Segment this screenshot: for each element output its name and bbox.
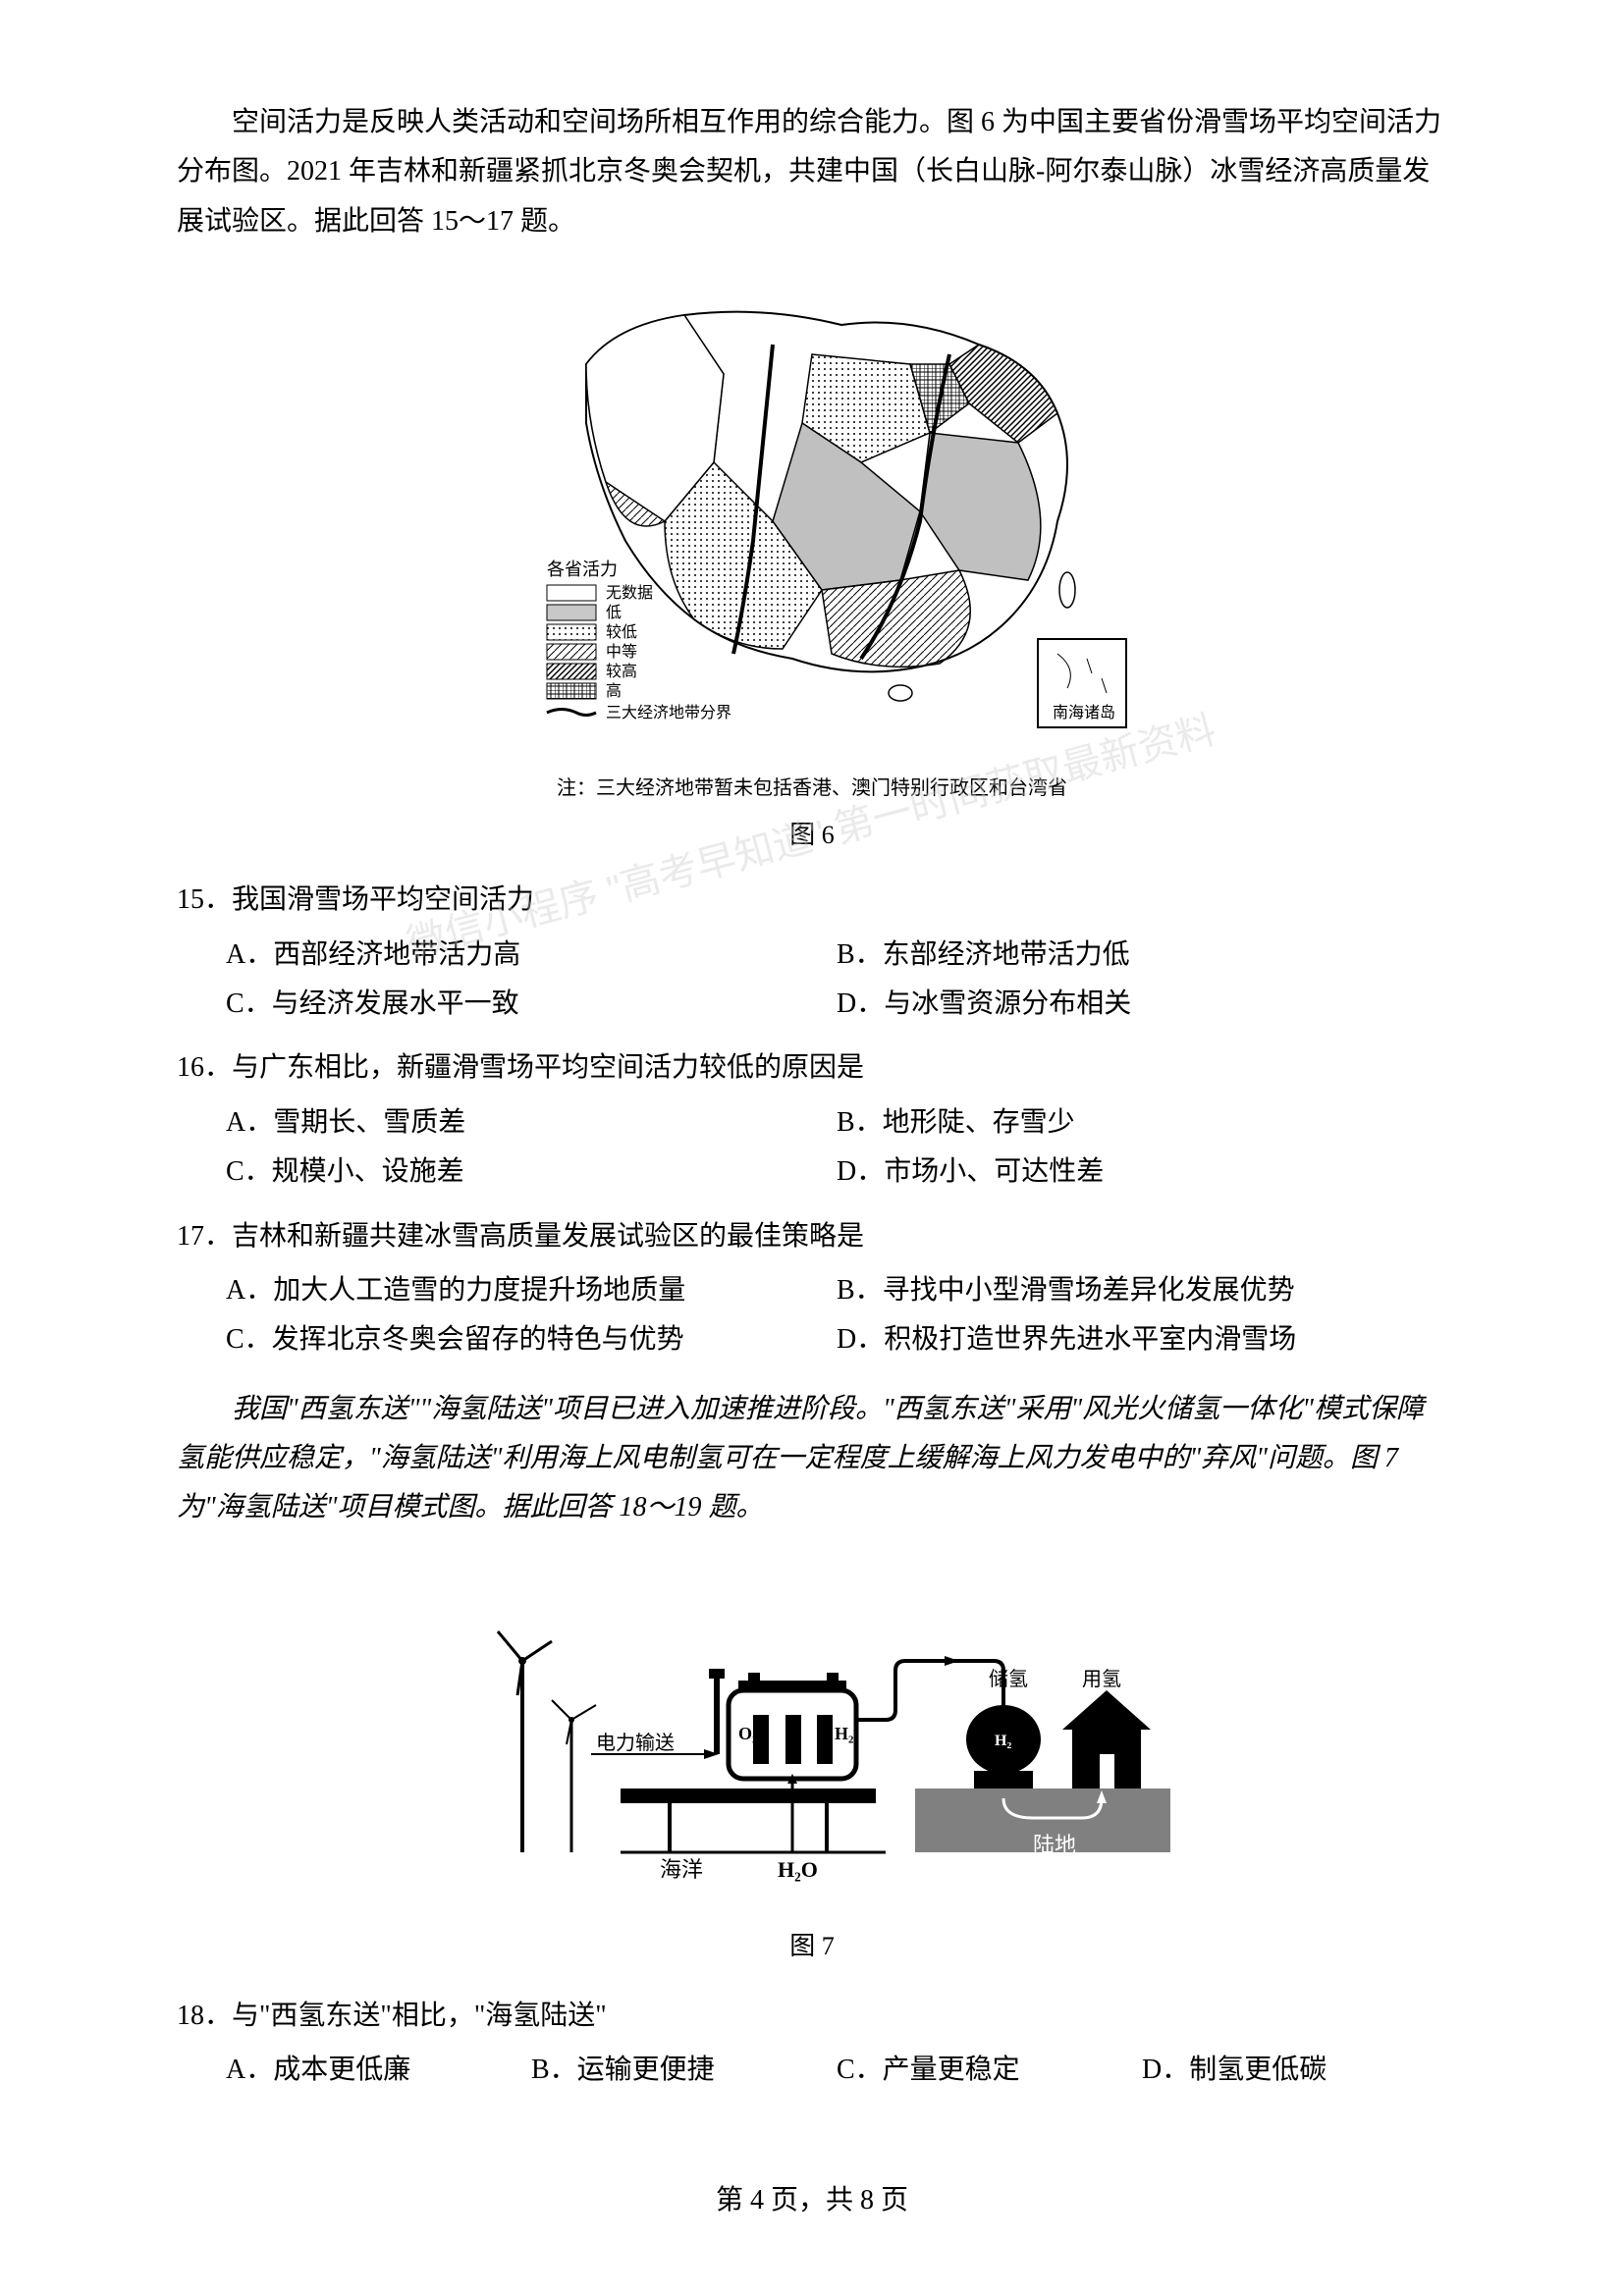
q18-stem: 18．与"西氢东送"相比，"海氢陆送" <box>177 1992 1447 2041</box>
map-figure-container: 南海诸岛 各省活力 无数据 低 较低 中等 较高 高 三大经济地带分界 注：三大… <box>177 266 1447 851</box>
hydrogen-diagram-svg: 电力输送 O₂ H₂ H₂O 海洋 H₂ 储氢 <box>444 1563 1180 1906</box>
svg-text:O₂: O₂ <box>738 1724 757 1743</box>
q18-optB: B．运输更便捷 <box>531 2046 837 2095</box>
q16-stem: 16．与广东相比，新疆滑雪场平均空间活力较低的原因是 <box>177 1043 1447 1093</box>
q16-optA: A．雪期长、雪质差 <box>226 1098 837 1148</box>
question-18: 18．与"西氢东送"相比，"海氢陆送" A．成本更低廉 B．运输更便捷 C．产量… <box>177 1992 1447 2096</box>
q18-optD: D．制氢更低碳 <box>1142 2046 1447 2095</box>
intro-paragraph: 空间活力是反映人类活动和空间场所相互作用的综合能力。图 6 为中国主要省份滑雪场… <box>177 98 1447 246</box>
svg-text:高: 高 <box>606 682 622 700</box>
question-17: 17．吉林和新疆共建冰雪高质量发展试验区的最佳策略是 A．加大人工造雪的力度提升… <box>177 1212 1447 1365</box>
land-label: 陆地 <box>1033 1833 1076 1857</box>
q16-optB: B．地形陡、存雪少 <box>837 1098 1447 1148</box>
q15-optC: C．与经济发展水平一致 <box>226 980 837 1029</box>
diagram-figure-container: 电力输送 O₂ H₂ H₂O 海洋 H₂ 储氢 <box>177 1563 1447 1962</box>
q16-optC: C．规模小、设施差 <box>226 1148 837 1197</box>
q17-optB: B．寻找中小型滑雪场差异化发展优势 <box>837 1266 1447 1315</box>
q16-optD: D．市场小、可达性差 <box>837 1148 1447 1197</box>
svg-text:低: 低 <box>606 604 622 621</box>
svg-text:三大经济地带分界: 三大经济地带分界 <box>606 704 731 721</box>
q17-optA: A．加大人工造雪的力度提升场地质量 <box>226 1266 837 1315</box>
china-map-svg: 南海诸岛 各省活力 无数据 低 较低 中等 较高 高 三大经济地带分界 <box>468 266 1156 757</box>
q18-optC: C．产量更稳定 <box>837 2046 1142 2095</box>
figure7-label: 图 7 <box>177 1926 1447 1962</box>
question-16: 16．与广东相比，新疆滑雪场平均空间活力较低的原因是 A．雪期长、雪质差 B．地… <box>177 1043 1447 1197</box>
legend-title: 各省活力 <box>547 560 618 579</box>
q17-optD: D．积极打造世界先进水平室内滑雪场 <box>837 1315 1447 1364</box>
question-15: 15．我国滑雪场平均空间活力 A．西部经济地带活力高 B．东部经济地带活力低 C… <box>177 876 1447 1029</box>
page-footer: 第 4 页，共 8 页 <box>0 2178 1624 2217</box>
q15-optA: A．西部经济地带活力高 <box>226 931 837 980</box>
q15-optB: B．东部经济地带活力低 <box>837 931 1447 980</box>
q15-stem: 15．我国滑雪场平均空间活力 <box>177 876 1447 925</box>
q17-stem: 17．吉林和新疆共建冰雪高质量发展试验区的最佳策略是 <box>177 1212 1447 1261</box>
figure6-label: 图 6 <box>177 815 1447 851</box>
island-label-text: 南海诸岛 <box>1053 704 1115 721</box>
passage-2: 我国"西氢东送""海氢陆送"项目已进入加速推进阶段。"西氢东送"采用"风光火储氢… <box>177 1385 1447 1533</box>
use-label: 用氢 <box>1082 1668 1121 1690</box>
svg-text:无数据: 无数据 <box>606 584 653 602</box>
q15-optD: D．与冰雪资源分布相关 <box>837 980 1447 1029</box>
storage-label: 储氢 <box>989 1668 1028 1690</box>
q18-optA: A．成本更低廉 <box>226 2046 531 2095</box>
h2o-label: H₂O <box>778 1857 818 1882</box>
q17-optC: C．发挥北京冬奥会留存的特色与优势 <box>226 1315 837 1364</box>
svg-text:较高: 较高 <box>606 663 637 680</box>
svg-text:中等: 中等 <box>606 643 637 661</box>
svg-text:较低: 较低 <box>606 623 637 641</box>
ocean-label: 海洋 <box>660 1857 703 1882</box>
svg-text:H₂: H₂ <box>835 1724 853 1743</box>
power-label: 电力输送 <box>596 1732 675 1754</box>
map-note: 注：三大经济地带暂未包括香港、澳门特别行政区和台湾省 <box>177 772 1447 800</box>
svg-text:H₂: H₂ <box>995 1733 1011 1749</box>
